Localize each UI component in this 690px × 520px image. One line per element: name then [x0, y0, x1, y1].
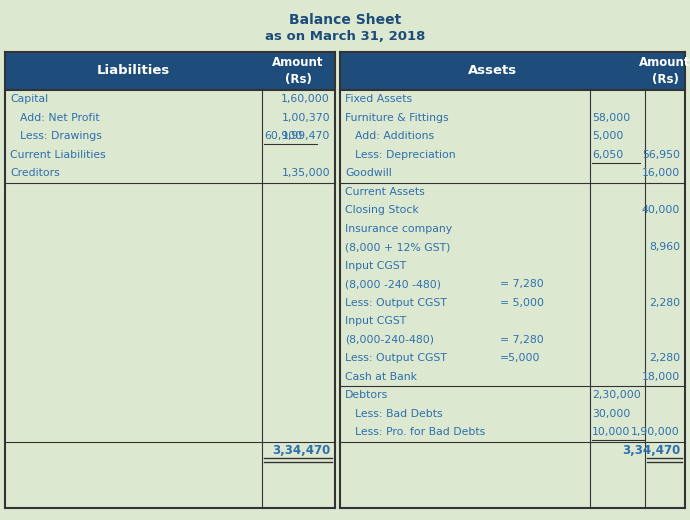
Text: Less: Depreciation: Less: Depreciation: [355, 150, 455, 160]
Text: Add: Additions: Add: Additions: [355, 131, 434, 141]
Text: 2,30,000: 2,30,000: [592, 390, 641, 400]
Text: Cash at Bank: Cash at Bank: [345, 372, 417, 382]
Text: (8,000-240-480): (8,000-240-480): [345, 335, 434, 345]
Text: 58,000: 58,000: [592, 113, 630, 123]
Text: 2,280: 2,280: [649, 298, 680, 308]
Text: 60,900: 60,900: [264, 131, 302, 141]
Bar: [5, 52, 335, 90]
Text: Current Assets: Current Assets: [345, 187, 425, 197]
Text: Amount: Amount: [639, 56, 690, 69]
Text: 1,00,370: 1,00,370: [282, 113, 330, 123]
Text: Add: Net Profit: Add: Net Profit: [20, 113, 99, 123]
Text: Debtors: Debtors: [345, 390, 388, 400]
Text: Liabilities: Liabilities: [97, 64, 170, 77]
Text: 1,90,000: 1,90,000: [631, 427, 680, 437]
Text: Closing Stock: Closing Stock: [345, 205, 419, 215]
Text: Current Liabilities: Current Liabilities: [10, 150, 106, 160]
Text: Insurance company: Insurance company: [345, 224, 452, 234]
Text: (8,000 -240 -480): (8,000 -240 -480): [345, 279, 441, 289]
Text: 30,000: 30,000: [592, 409, 631, 419]
Text: 40,000: 40,000: [642, 205, 680, 215]
Text: 8,960: 8,960: [649, 242, 680, 252]
Text: 1,60,000: 1,60,000: [282, 94, 330, 104]
Text: Input CGST: Input CGST: [345, 261, 406, 271]
Text: Less: Output CGST: Less: Output CGST: [345, 353, 447, 363]
Text: Goodwill: Goodwill: [345, 168, 392, 178]
Text: =5,000: =5,000: [500, 353, 540, 363]
Text: = 7,280: = 7,280: [500, 279, 544, 289]
Text: (8,000 + 12% GST): (8,000 + 12% GST): [345, 242, 451, 252]
Text: Capital: Capital: [10, 94, 48, 104]
Text: Furniture & Fittings: Furniture & Fittings: [345, 113, 448, 123]
Text: Less: Drawings: Less: Drawings: [20, 131, 102, 141]
Text: Amount: Amount: [273, 56, 324, 69]
Text: 5,000: 5,000: [592, 131, 623, 141]
Text: = 5,000: = 5,000: [500, 298, 544, 308]
Text: 16,000: 16,000: [642, 168, 680, 178]
Text: as on March 31, 2018: as on March 31, 2018: [265, 30, 425, 43]
Text: Less: Output CGST: Less: Output CGST: [345, 298, 447, 308]
Text: Assets: Assets: [467, 64, 517, 77]
Text: Creditors: Creditors: [10, 168, 60, 178]
Text: Fixed Assets: Fixed Assets: [345, 94, 412, 104]
Text: (Rs): (Rs): [651, 73, 678, 86]
Text: Less: Bad Debts: Less: Bad Debts: [355, 409, 442, 419]
Bar: [340, 52, 685, 90]
Text: 10,000: 10,000: [592, 427, 631, 437]
Text: 1,35,000: 1,35,000: [282, 168, 330, 178]
Text: Input CGST: Input CGST: [345, 316, 406, 326]
Text: Less: Pro. for Bad Debts: Less: Pro. for Bad Debts: [355, 427, 485, 437]
Text: 1,99,470: 1,99,470: [282, 131, 330, 141]
Text: = 7,280: = 7,280: [500, 335, 544, 345]
Text: Balance Sheet: Balance Sheet: [289, 13, 401, 27]
Text: 56,950: 56,950: [642, 150, 680, 160]
Text: 3,34,470: 3,34,470: [622, 444, 680, 457]
Text: 18,000: 18,000: [642, 372, 680, 382]
Text: 6,050: 6,050: [592, 150, 623, 160]
Text: 2,280: 2,280: [649, 353, 680, 363]
Text: (Rs): (Rs): [284, 73, 311, 86]
Text: 3,34,470: 3,34,470: [272, 444, 330, 457]
